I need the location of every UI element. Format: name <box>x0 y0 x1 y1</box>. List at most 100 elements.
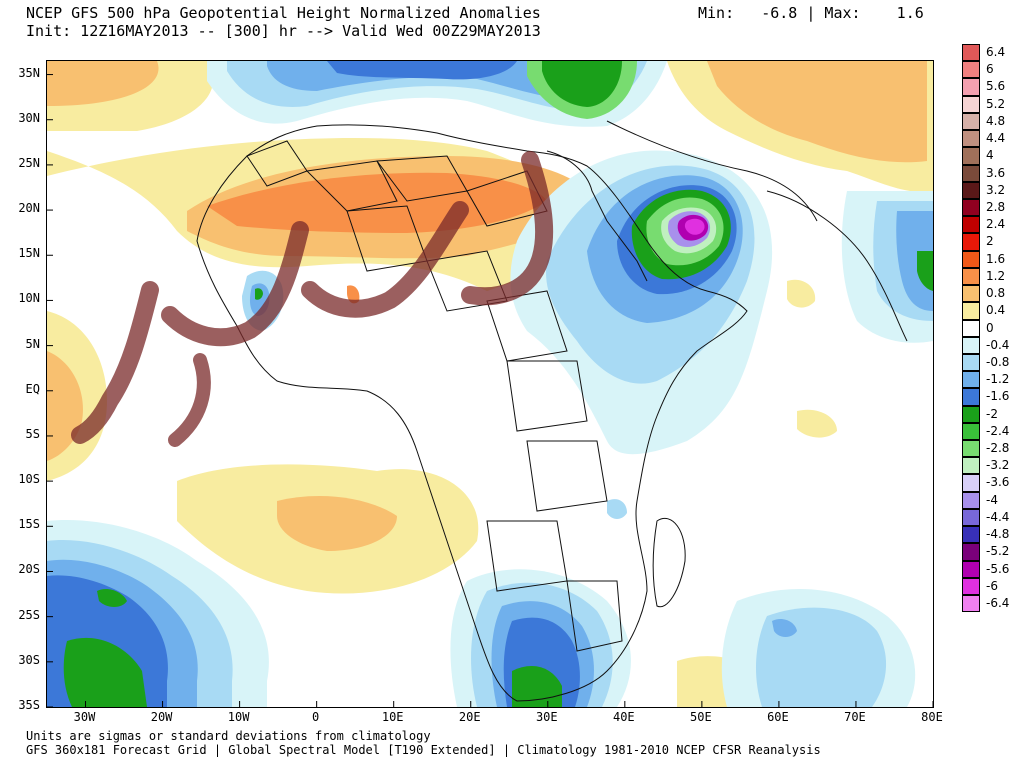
colorbar-label: -4.4 <box>986 509 1010 524</box>
colorbar-row: -0.8 <box>962 353 1020 372</box>
colorbar-label: 2 <box>986 234 994 249</box>
colorbar-swatch <box>962 78 980 96</box>
colorbar-label: -4 <box>986 492 998 507</box>
longitude-label: 0 <box>312 710 320 724</box>
colorbar-label: 1.6 <box>986 251 1006 266</box>
colorbar-row: -4.4 <box>962 508 1020 527</box>
map-title: NCEP GFS 500 hPa Geopotential Height Nor… <box>26 4 541 22</box>
longitude-label: 20E <box>458 710 481 724</box>
colorbar-swatch <box>962 164 980 182</box>
map-panel <box>46 60 934 708</box>
colorbar-row: -6 <box>962 577 1020 595</box>
colorbar-swatch <box>962 147 980 165</box>
colorbar-row: -4 <box>962 491 1020 509</box>
colorbar-swatch <box>962 250 980 268</box>
latitude-label: 5S <box>25 426 40 441</box>
init-valid-line: Init: 12Z16MAY2013 -- [300] hr --> Valid… <box>26 22 541 40</box>
colorbar-label: -1.2 <box>986 372 1010 387</box>
colorbar-swatch <box>962 491 980 509</box>
colorbar-row: 0 <box>962 319 1020 337</box>
colorbar-label: 4.4 <box>986 131 1006 146</box>
colorbar-label: -2.4 <box>986 423 1010 438</box>
colorbar-swatch <box>962 44 980 62</box>
colorbar-row: 2.8 <box>962 198 1020 217</box>
colorbar-row: -2 <box>962 405 1020 423</box>
colorbar-swatch <box>962 216 980 234</box>
colorbar-swatch <box>962 577 980 595</box>
colorbar-swatch <box>962 543 980 561</box>
latitude-label: 25S <box>18 607 40 622</box>
colorbar-row: 6 <box>962 61 1020 79</box>
latitude-label: 15S <box>18 517 40 532</box>
longitude-label: 50E <box>690 710 712 724</box>
colorbar-swatch <box>962 198 980 217</box>
colorbar-swatch <box>962 112 980 131</box>
colorbar-row: 6.4 <box>962 44 1020 62</box>
longitude-label: 20W <box>150 710 173 724</box>
colorbar-swatch <box>962 526 980 544</box>
colorbar-row: -5.6 <box>962 560 1020 578</box>
colorbar-label: 5.2 <box>986 96 1006 111</box>
colorbar-row: -1.6 <box>962 388 1020 406</box>
colorbar-label: -5.6 <box>986 561 1010 576</box>
latitude-label: 15N <box>18 246 40 261</box>
colorbar-swatch <box>962 302 980 320</box>
colorbar-label: -6.4 <box>986 596 1010 610</box>
colorbar-row: 0.4 <box>962 302 1020 320</box>
colorbar-row: 2 <box>962 233 1020 251</box>
colorbar-row: 5.2 <box>962 95 1020 113</box>
colorbar-swatch <box>962 560 980 578</box>
longitude-label: 40E <box>612 710 635 724</box>
longitude-label: 80E <box>921 710 943 724</box>
colorbar-swatch <box>962 422 980 441</box>
units-note: Units are sigmas or standard deviations … <box>26 729 431 743</box>
colorbar-swatch <box>962 371 980 389</box>
colorbar-label: 0.8 <box>986 286 1006 301</box>
colorbar-row: 1.2 <box>962 267 1020 286</box>
negative-anomaly-fields <box>47 61 933 707</box>
latitude-label: 25N <box>18 155 40 170</box>
colorbar-label: 3.6 <box>986 165 1006 180</box>
latitude-label: EQ <box>25 381 40 396</box>
colorbar-label: -3.6 <box>986 475 1010 490</box>
colorbar-label: 2.8 <box>986 199 1006 214</box>
colorbar-swatch <box>962 130 980 148</box>
longitude-label: 70E <box>844 710 866 724</box>
colorbar-label: -0.4 <box>986 337 1010 352</box>
colorbar-row: 3.6 <box>962 164 1020 182</box>
colorbar-row: 1.6 <box>962 250 1020 268</box>
colorbar-swatch <box>962 388 980 406</box>
colorbar-label: 6 <box>986 62 994 77</box>
colorbar-row: 2.4 <box>962 216 1020 234</box>
colorbar-row: 4 <box>962 147 1020 165</box>
colorbar-label: -2.8 <box>986 441 1010 456</box>
latitude-label: 35N <box>18 65 40 80</box>
colorbar-swatch <box>962 440 980 458</box>
anomaly-map <box>47 61 933 707</box>
colorbar-label: 1.2 <box>986 268 1006 283</box>
latitude-label: 20N <box>18 201 40 216</box>
colorbar-row: -4.8 <box>962 526 1020 544</box>
colorbar-label: -2 <box>986 406 998 421</box>
latitude-label: 30N <box>18 110 40 125</box>
colorbar-swatch <box>962 405 980 423</box>
colorbar-swatch <box>962 267 980 286</box>
longitude-label: 30W <box>73 710 96 724</box>
latitude-label: 30S <box>18 652 40 667</box>
positive-anomaly-fields <box>47 61 933 707</box>
colorbar-row: 3.2 <box>962 181 1020 199</box>
colorbar-swatch <box>962 61 980 79</box>
colorbar-label: 0.4 <box>986 303 1006 318</box>
colorbar-row: -6.4 <box>962 595 1020 613</box>
colorbar-label: 4.8 <box>986 113 1006 128</box>
colorbar-row: 5.6 <box>962 78 1020 96</box>
colorbar-label: -0.8 <box>986 354 1010 369</box>
colorbar-label: -6 <box>986 578 998 593</box>
arabic-watermark <box>71 151 554 447</box>
colorbar-label: -1.6 <box>986 389 1010 404</box>
latitude-label: 20S <box>18 562 40 577</box>
colorbar-row: 0.8 <box>962 285 1020 303</box>
colorbar-label: -5.2 <box>986 544 1010 559</box>
colorbar-label: -3.2 <box>986 458 1010 473</box>
colorbar-swatch <box>962 336 980 354</box>
